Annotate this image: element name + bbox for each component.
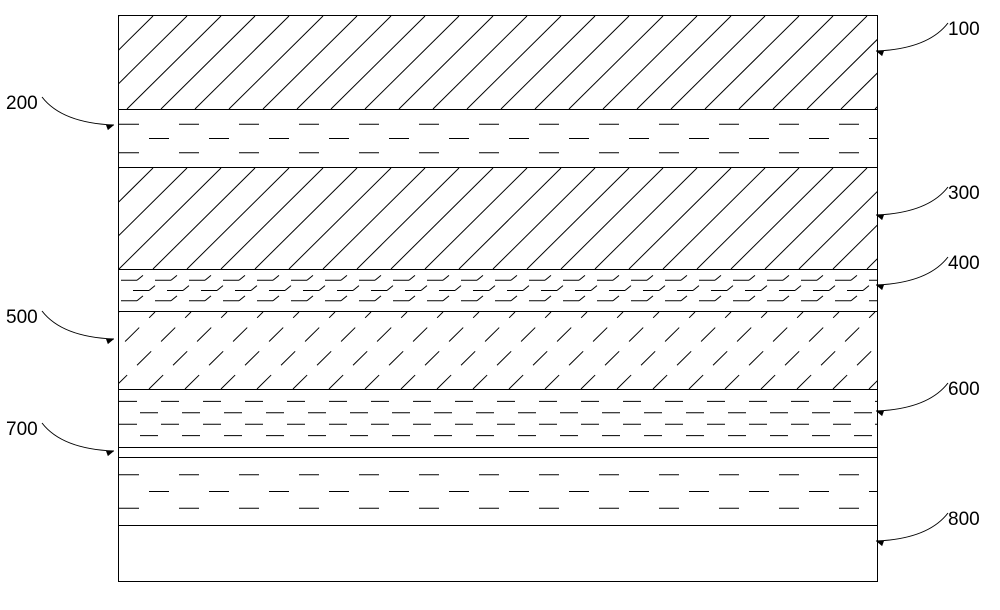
layer-EXTRA xyxy=(119,458,877,526)
layer-500 xyxy=(119,312,877,390)
label-800: 800 xyxy=(948,509,980,531)
leader-100 xyxy=(870,21,954,65)
layer-stack xyxy=(118,15,878,582)
label-600: 600 xyxy=(948,379,980,401)
label-300: 300 xyxy=(948,183,980,205)
label-400: 400 xyxy=(948,253,980,275)
layer-600 xyxy=(119,390,877,448)
label-500: 500 xyxy=(6,307,38,329)
layer-800 xyxy=(119,526,877,581)
diagram-container: 100 200 300 400 500 600 700 800 xyxy=(0,0,1000,610)
layer-300 xyxy=(119,168,877,270)
leader-700 xyxy=(40,421,124,465)
leader-500 xyxy=(40,309,124,353)
label-200: 200 xyxy=(6,93,38,115)
leader-400 xyxy=(870,255,954,299)
leader-200 xyxy=(40,95,124,139)
leader-800 xyxy=(870,511,954,555)
layer-100 xyxy=(119,16,877,110)
label-700: 700 xyxy=(6,419,38,441)
layer-400 xyxy=(119,270,877,312)
label-100: 100 xyxy=(948,19,980,41)
layer-200 xyxy=(119,110,877,168)
layer-700 xyxy=(119,448,877,458)
leader-300 xyxy=(870,185,954,229)
leader-600 xyxy=(870,381,954,425)
